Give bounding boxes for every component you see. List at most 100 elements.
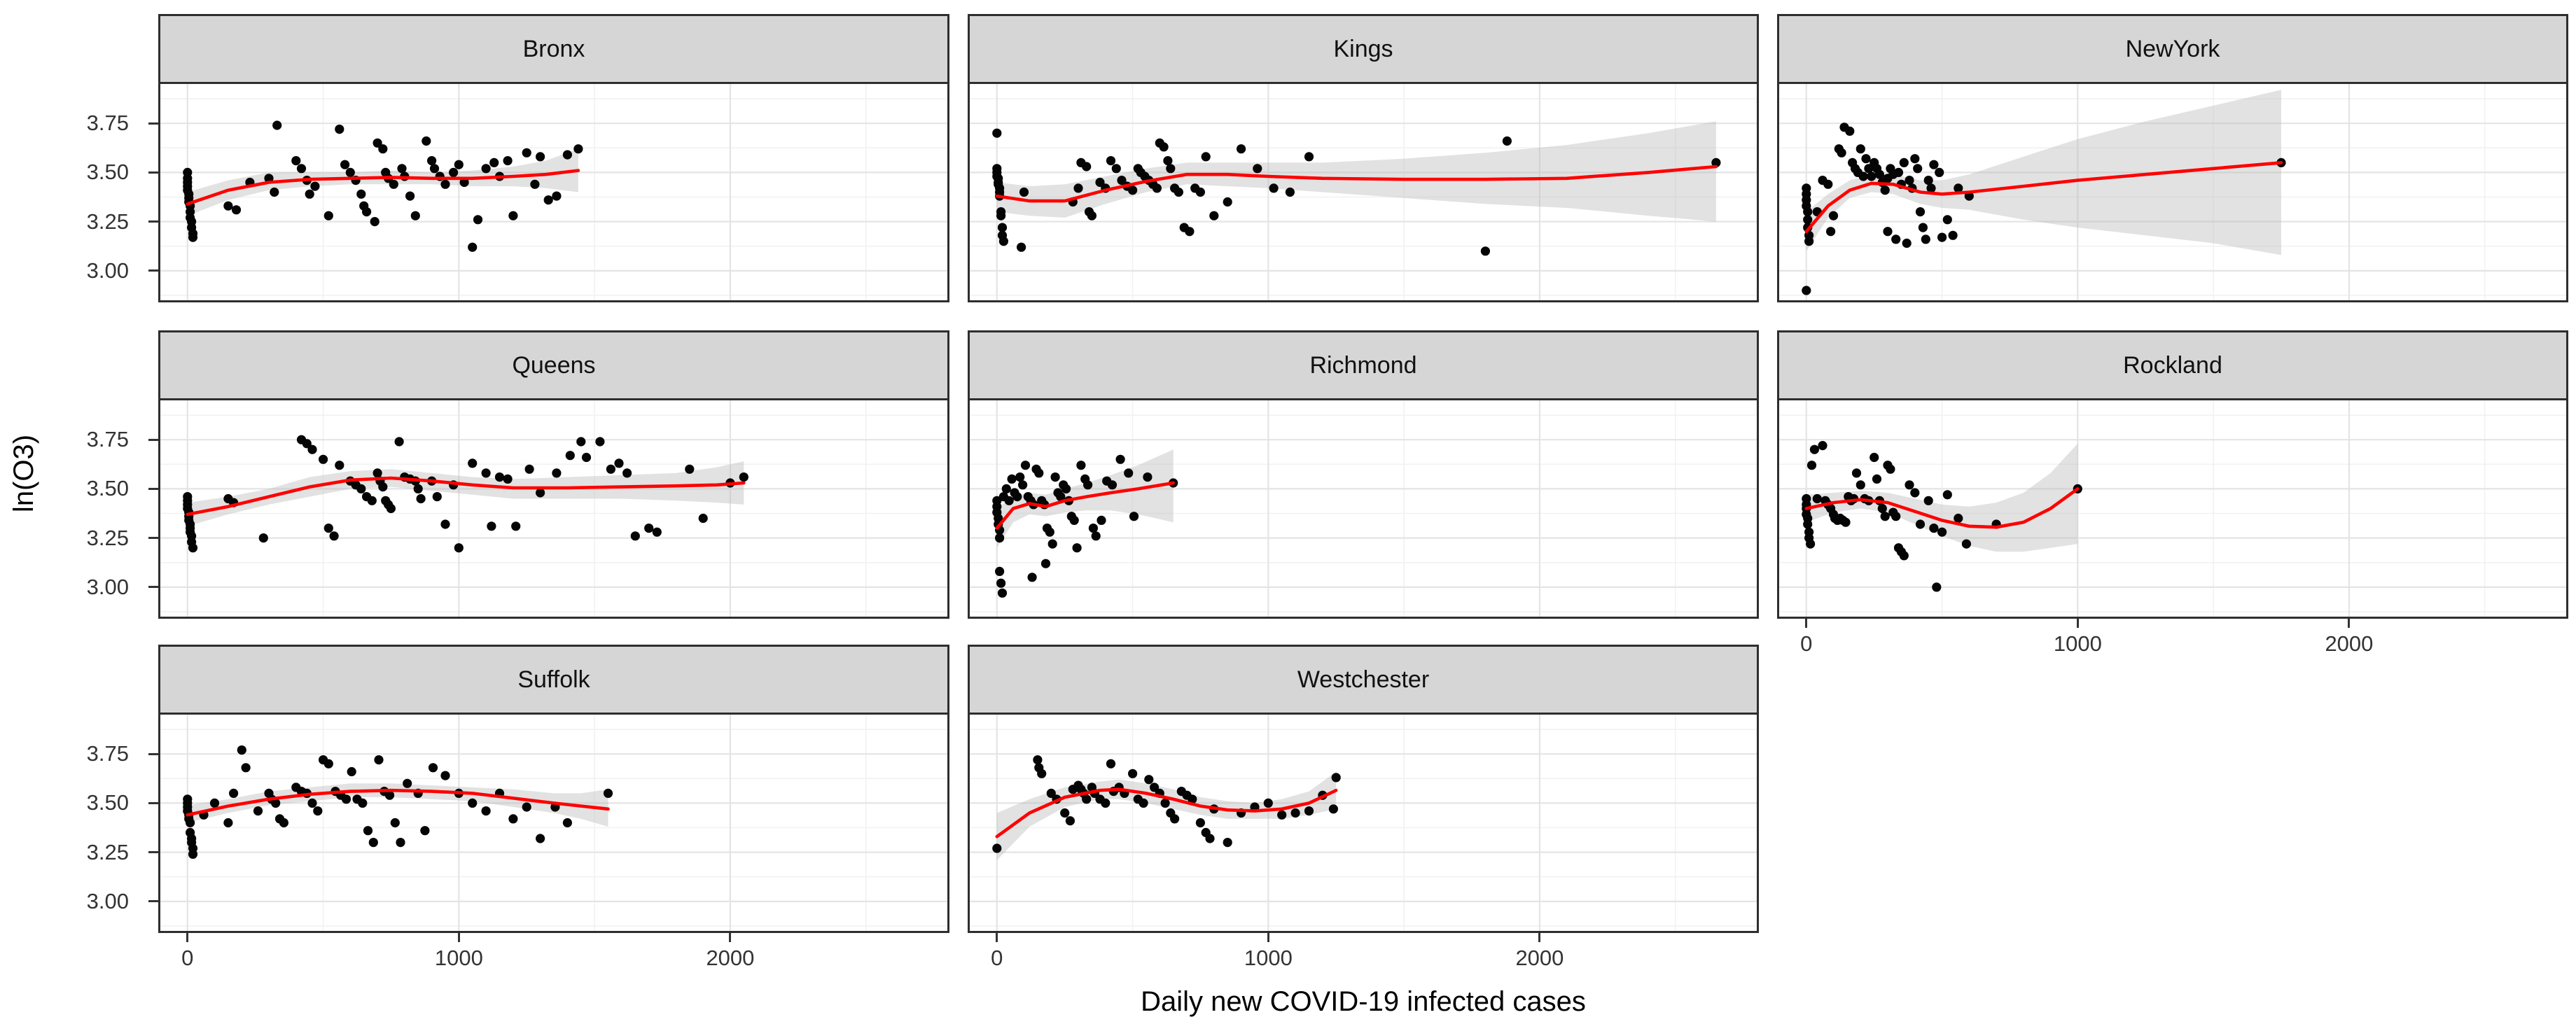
data-point (323, 524, 333, 533)
data-point (1143, 472, 1153, 482)
data-point (995, 566, 1005, 576)
facet-rockland: Rockland 0 1000 2000 (1777, 330, 2568, 656)
facet-panel-rockland (1777, 400, 2568, 619)
data-point (503, 156, 513, 166)
data-point (1806, 539, 1816, 549)
data-point (1942, 215, 1952, 225)
scatter-plot-bronx (160, 84, 947, 300)
data-point (494, 472, 505, 482)
data-point (1861, 154, 1871, 164)
data-point (1886, 464, 1895, 474)
data-point (405, 191, 415, 201)
data-point (237, 745, 246, 755)
data-point (1285, 187, 1295, 197)
data-point (468, 458, 478, 468)
data-point (1037, 769, 1047, 778)
facet-kings: Kings (968, 14, 1759, 302)
data-point (524, 464, 534, 474)
data-point (508, 211, 518, 220)
data-point (1899, 551, 1909, 561)
data-point (1948, 230, 1958, 240)
data-point (231, 205, 242, 215)
data-point (1823, 179, 1833, 189)
data-point (440, 179, 450, 189)
data-point (1069, 515, 1079, 525)
data-point (335, 461, 344, 470)
facet-strip-richmond: Richmond (968, 330, 1759, 400)
data-point (454, 543, 464, 553)
data-point (1253, 164, 1262, 174)
data-point (340, 160, 350, 169)
data-point (1915, 207, 1926, 217)
y-axis-labels-row3: 3.75 3.50 3.25 3.00 (49, 645, 158, 933)
data-point (1880, 512, 1890, 521)
y-tick-label: 3.50 (86, 160, 129, 185)
y-tick-mark (148, 900, 158, 903)
facet-panel-bronx (158, 84, 949, 302)
data-point (429, 164, 440, 174)
data-point (1961, 539, 1971, 549)
smooth-line (1804, 161, 2283, 233)
confidence-band (187, 461, 744, 526)
data-point (394, 437, 404, 447)
x-tick-mark (186, 933, 189, 942)
data-point (1269, 183, 1279, 193)
data-point (1923, 176, 1933, 185)
data-point (1091, 531, 1101, 541)
x-tick-label: 1000 (434, 946, 483, 970)
data-point (1073, 183, 1083, 193)
data-point (1942, 490, 1952, 500)
data-point (1061, 484, 1071, 493)
x-axis-suffolk: 0 1000 2000 (158, 933, 949, 982)
data-point (1166, 164, 1176, 174)
data-point (1083, 480, 1093, 490)
data-point (1117, 176, 1127, 185)
data-point (428, 763, 438, 773)
data-point (1056, 492, 1066, 502)
data-point (1818, 441, 1827, 451)
data-point (1277, 810, 1287, 820)
data-point (378, 144, 388, 154)
x-tick-label: 2000 (2325, 631, 2374, 656)
y-tick-mark (148, 537, 158, 540)
data-point (420, 826, 430, 836)
data-point (188, 849, 198, 859)
data-point (1128, 185, 1138, 195)
data-point (1918, 223, 1928, 232)
data-point (992, 128, 1002, 138)
y-tick-label: 3.75 (86, 741, 129, 766)
data-point (562, 818, 573, 828)
facet-westchester: Westchester (968, 645, 1759, 933)
data-point (997, 223, 1008, 232)
data-point (1711, 157, 1721, 167)
data-point (1921, 234, 1930, 244)
data-point (1020, 461, 1031, 470)
data-point (188, 543, 198, 553)
data-point (1195, 187, 1205, 197)
facet-grid: 3.75 3.50 3.25 3.00 Bronx Kings NewYork 3.7… (49, 14, 2568, 1024)
x-tick-mark (1538, 933, 1541, 942)
confidence-band (996, 121, 1716, 222)
data-point (1328, 804, 1338, 814)
data-point (698, 513, 708, 524)
facet-panel-suffolk (158, 715, 949, 933)
confidence-band (1806, 90, 2281, 255)
confidence-band (187, 148, 578, 216)
facet-queens: Queens (158, 330, 949, 619)
y-axis-title-container: ln(O3) (0, 0, 49, 947)
data-point (1954, 183, 1963, 193)
y-tick-label: 3.50 (86, 476, 129, 501)
smooth-line (1804, 487, 2080, 529)
facet-strip-bronx: Bronx (158, 14, 949, 84)
x-tick-label: 2000 (706, 946, 755, 970)
x-tick-mark (1805, 619, 1808, 628)
data-point (1046, 788, 1056, 798)
panel-background (970, 400, 1757, 617)
data-point (1803, 519, 1813, 529)
data-point (1954, 513, 1963, 524)
x-tick-mark (2348, 619, 2351, 628)
x-tick-mark (996, 933, 998, 942)
facet-panel-queens (158, 400, 949, 619)
data-point (1910, 488, 1920, 498)
